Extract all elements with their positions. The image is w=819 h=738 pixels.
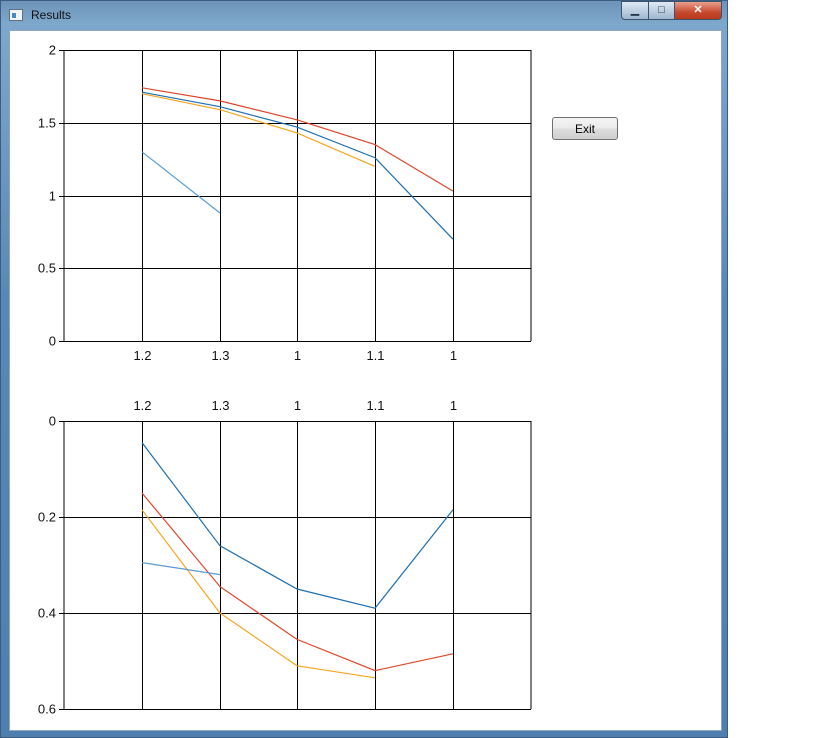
window-title: Results [31,8,72,22]
exit-button[interactable]: Exit [552,117,618,140]
y-tick-label: 0.5 [38,261,56,276]
series-line-3 [141,509,376,679]
x-tick-label: 1.1 [366,398,384,413]
x-tick-label: 1.2 [133,398,151,413]
series-line-3 [141,93,376,167]
y-tick-label: 0.2 [38,510,56,525]
series-line-4 [141,151,221,214]
series-line-1 [141,442,454,609]
close-icon: ✕ [693,4,703,16]
minimize-icon: ▁ [630,4,640,16]
top-line-chart: 0 0.5 1 1.5 2 1.2 1.3 1 1.1 1 [38,43,532,363]
series-line-4 [141,562,221,576]
x-tick-label: 1 [294,348,301,363]
series-line-2 [141,492,454,672]
app-window-icon [9,9,23,21]
y-tick-label: 2 [49,43,56,58]
x-tick-label: 1 [450,398,457,413]
maximize-icon: □ [658,4,665,16]
close-button[interactable]: ✕ [674,1,722,20]
x-tick-label: 1 [450,348,457,363]
y-tick-label: 1 [49,189,56,204]
bottom-line-chart: 0 0.2 0.4 0.6 1.2 1.3 1 1.1 1 [38,398,532,717]
x-tick-label: 1.1 [366,348,384,363]
y-tick-label: 0.6 [38,702,56,717]
x-tick-label: 1.3 [211,398,229,413]
x-tick-label: 1 [294,398,301,413]
y-tick-label: 0 [49,334,56,349]
y-tick-label: 0 [49,414,56,429]
client-area [9,30,722,731]
x-tick-label: 1.2 [133,348,151,363]
series-line-1 [141,87,454,192]
y-tick-label: 0.4 [38,606,56,621]
title-bar[interactable]: Results [1,1,727,29]
x-tick-label: 1.3 [211,348,229,363]
series-line-2 [141,91,454,240]
y-tick-label: 1.5 [38,116,56,131]
minimize-button[interactable]: ▁ [621,1,649,20]
